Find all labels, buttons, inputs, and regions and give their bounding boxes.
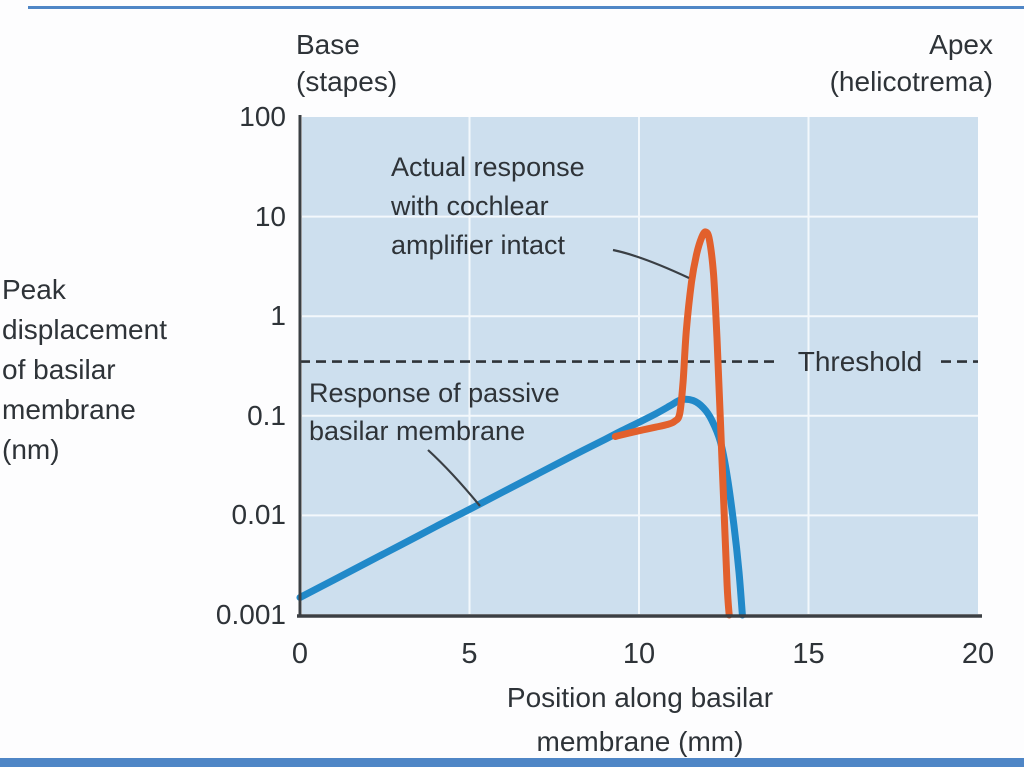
threshold-label: Threshold: [797, 346, 923, 377]
x-tick-label: 20: [961, 638, 995, 670]
x-tick-label: 0: [291, 638, 309, 670]
y-tick-label: 100: [239, 101, 286, 132]
active-response-annotation: Actual response with cochlear amplifier …: [391, 152, 585, 260]
y-tick-label: 0.001: [215, 599, 286, 630]
x-tick-label: 10: [622, 638, 656, 670]
passive-annotation-callout: [427, 449, 481, 507]
apex-helicotrema-label: Apex (helicotrema): [829, 29, 993, 97]
base-stapes-label: Base (stapes): [296, 29, 398, 97]
y-axis-title: Peak displacement of basilar membrane (n…: [2, 274, 167, 465]
x-tick-label: 15: [792, 638, 825, 670]
y-tick-label: 0.1: [247, 399, 286, 431]
passive-response-annotation: Response of passive basilar membrane: [309, 378, 560, 446]
x-axis-title: Position along basilar membrane (mm): [506, 682, 774, 757]
bottom-accent-bar: [0, 758, 1024, 767]
y-tick-label: 1: [270, 300, 286, 332]
top-accent-bar: [28, 6, 1024, 9]
x-tick-label: 5: [461, 638, 478, 670]
y-tick-label: 10: [254, 200, 286, 232]
active-annotation-callout: [612, 248, 690, 279]
y-tick-label: 0.01: [231, 499, 287, 531]
active-response-curve: [611, 228, 733, 619]
